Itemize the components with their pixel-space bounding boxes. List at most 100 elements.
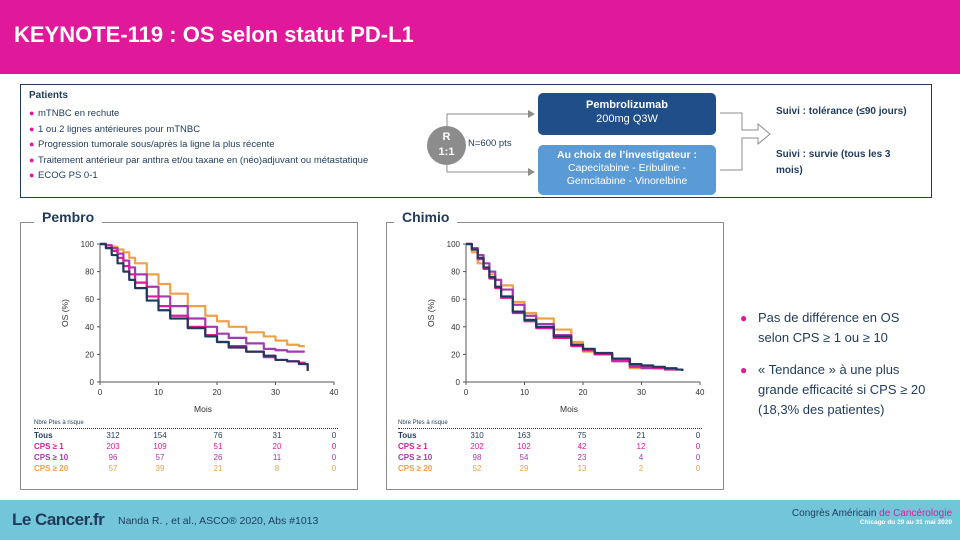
- bullet-icon: ●: [740, 311, 748, 325]
- risk-table-row: Tous 312 154 76 31 0: [34, 431, 344, 442]
- y-tick-label: 0: [456, 378, 461, 387]
- risk-table-header: Nbre Ptes à risque: [34, 420, 84, 426]
- risk-cell: 13: [577, 464, 587, 473]
- risk-cell: 202: [470, 442, 484, 451]
- list-item: ● Pas de différence en OS selon CPS ≥ 1 o…: [740, 310, 900, 345]
- risk-cell: 21: [636, 431, 646, 440]
- risk-cell: 154: [153, 431, 167, 440]
- y-tick-label: 20: [451, 350, 460, 359]
- citation-text: Nanda R. , et al., ASCO® 2020, Abs #1013: [118, 515, 319, 527]
- risk-row-label: Tous: [34, 431, 53, 440]
- risk-cell: 203: [106, 442, 120, 451]
- x-tick-label: 20: [213, 388, 222, 397]
- bullet-icon: ●: [29, 154, 35, 165]
- series-line-cps-20: [466, 242, 665, 370]
- x-tick-label: 30: [271, 388, 280, 397]
- risk-cell: 0: [331, 453, 337, 462]
- risk-table-row: CPS ≥ 20 52 29 13 2 0: [398, 464, 708, 475]
- followup-tolerance: Suivi : tolérance (≤90 jours): [776, 106, 907, 117]
- y-tick-label: 100: [81, 240, 95, 249]
- risk-row-label: CPS ≥ 20: [398, 464, 433, 473]
- followup-survival: Suivi : survie (tous les 3 mois): [776, 149, 891, 176]
- arm1-title: Pembrolizumab: [586, 99, 668, 111]
- arm2-line1: Capecitabine - Eribuline -: [568, 162, 686, 174]
- n-patients-label: N=600 pts: [468, 138, 512, 149]
- chimio-chart-panel: [386, 222, 724, 490]
- y-tick-label: 80: [85, 268, 94, 277]
- pembro-risk-table: Nbre Ptes à risque Tous 312 154 76 31 0 CPS ≥ 1…: [34, 420, 344, 485]
- list-item: ● « Tendance » à une plus grande efficaci…: [740, 362, 926, 417]
- chimio-chart-title: Chimio: [394, 209, 458, 225]
- pembro-chart-panel: [20, 222, 358, 490]
- risk-cell: 2: [638, 464, 644, 473]
- list-item: ● ECOG PS 0-1: [29, 170, 98, 181]
- list-item: ● 1 ou 2 lignes antérieures pour mTNBC: [29, 123, 201, 135]
- lecancer-logo[interactable]: Le Cancer.fr: [12, 510, 105, 529]
- risk-cell: 4: [638, 453, 644, 462]
- pembro-chart-title: Pembro: [34, 209, 103, 225]
- risk-table-header: Nbre Ptes à risque: [398, 420, 448, 426]
- pembro-os-chart: 0 20 40 60 80 100 0 10 20 30 40 Mois OS (%): [60, 240, 339, 414]
- y-tick-label: 60: [85, 295, 94, 304]
- arm1-detail: 200mg Q3W: [596, 113, 658, 125]
- y-tick-label: 40: [85, 323, 94, 332]
- bullet-icon: ●: [740, 363, 748, 377]
- bullet-icon: ●: [29, 108, 35, 118]
- risk-row-label: Tous: [398, 431, 417, 440]
- risk-row-label: CPS ≥ 1: [398, 442, 428, 451]
- patients-title: Patients: [29, 90, 68, 101]
- y-tick-label: 80: [451, 268, 460, 277]
- risk-cell: 0: [695, 431, 701, 440]
- risk-cell: 23: [577, 453, 587, 462]
- risk-table-row: Tous 310 163 75 21 0: [398, 431, 708, 442]
- x-tick-label: 0: [464, 388, 469, 397]
- bullet-icon: ●: [29, 139, 35, 149]
- risk-cell: 0: [695, 442, 701, 451]
- risk-row-label: CPS ≥ 1: [34, 442, 64, 451]
- risk-cell: 163: [517, 431, 531, 440]
- risk-table-row: CPS ≥ 10 98 54 23 4 0: [398, 453, 708, 464]
- bullet-icon: ●: [29, 170, 35, 180]
- patients-list: ● mTNBC en rechute ● 1 ou 2 lignes antérie…: [29, 108, 409, 186]
- risk-table-row: CPS ≥ 1 202 102 42 12 0: [398, 442, 708, 453]
- x-axis-label: Mois: [560, 404, 578, 414]
- congress-name-part1: Congrès Américain: [791, 508, 880, 519]
- risk-table-divider: [398, 428, 702, 429]
- series-line-tous: [100, 242, 309, 371]
- risk-cell: 11: [272, 453, 282, 462]
- congress-name-part2: de Cancérologie: [879, 508, 952, 519]
- y-axis-label: OS (%): [60, 299, 70, 327]
- risk-cell: 109: [153, 442, 167, 451]
- chimio-risk-table: Nbre Ptes à risque Tous 310 163 75 21 0 CPS ≥ 1…: [398, 420, 718, 485]
- x-tick-label: 30: [637, 388, 646, 397]
- risk-cell: 12: [636, 442, 646, 451]
- risk-cell: 42: [577, 442, 587, 451]
- risk-cell: 0: [331, 464, 337, 473]
- risk-cell: 39: [155, 464, 165, 473]
- congress-dates: Chicago du 29 au 31 mai 2020: [859, 519, 952, 526]
- risk-table-row: CPS ≥ 20 57 39 21 8 0: [34, 464, 344, 475]
- y-tick-label: 0: [90, 378, 95, 387]
- x-tick-label: 10: [520, 388, 529, 397]
- risk-row-label: CPS ≥ 20: [34, 464, 69, 473]
- risk-cell: 0: [695, 453, 701, 462]
- risk-cell: 96: [108, 453, 118, 462]
- risk-row-label: CPS ≥ 10: [34, 453, 69, 462]
- congress-branding: Congrès Américain de Cancérologie Chicag…: [792, 508, 952, 526]
- x-tick-label: 20: [579, 388, 588, 397]
- risk-table-row: CPS ≥ 1 203 109 51 20 0: [34, 442, 344, 453]
- slide-title: KEYNOTE-119 : OS selon statut PD-L1: [14, 22, 414, 47]
- risk-cell: 57: [108, 464, 118, 473]
- risk-cell: 312: [106, 431, 120, 440]
- list-item: ● Progression tumorale sous/après la lign…: [29, 139, 275, 150]
- risk-cell: 20: [272, 442, 282, 451]
- risk-cell: 0: [331, 431, 337, 440]
- series-line-tous: [466, 242, 684, 371]
- risk-cell: 310: [470, 431, 484, 440]
- x-tick-label: 10: [154, 388, 163, 397]
- chimio-os-chart: 0 20 40 60 80 100 0 10 20 30 40 Mois OS (%): [426, 240, 705, 414]
- risk-cell: 29: [519, 464, 529, 473]
- risk-cell: 8: [274, 464, 280, 473]
- risk-cell: 51: [213, 442, 223, 451]
- y-tick-label: 100: [447, 240, 461, 249]
